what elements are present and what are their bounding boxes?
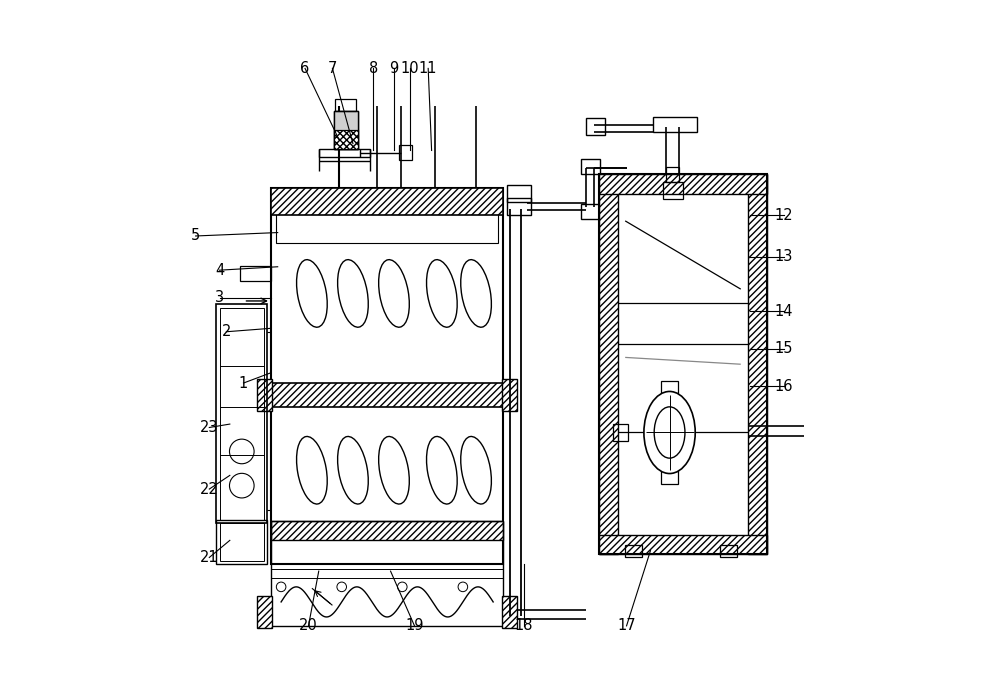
Bar [653, 117, 697, 132]
Bar [581, 204, 600, 219]
Bar [334, 111, 358, 149]
Bar [240, 267, 271, 282]
Bar [613, 424, 628, 440]
Bar [661, 381, 678, 395]
Text: 14: 14 [775, 304, 793, 319]
Ellipse shape [654, 407, 685, 458]
Text: 16: 16 [775, 379, 793, 394]
Bar [661, 470, 678, 484]
Ellipse shape [338, 260, 368, 327]
Bar [334, 111, 358, 149]
Bar [271, 383, 503, 408]
Bar [271, 188, 503, 564]
Bar [271, 188, 503, 215]
Bar [271, 521, 503, 540]
Text: 18: 18 [515, 618, 533, 633]
Text: 4: 4 [215, 263, 224, 278]
Text: 8: 8 [369, 61, 378, 76]
Text: 13: 13 [775, 249, 793, 264]
Text: 7: 7 [328, 61, 337, 76]
Text: 9: 9 [389, 61, 399, 76]
Text: 12: 12 [775, 208, 793, 223]
Bar [335, 99, 356, 111]
Bar [399, 145, 412, 160]
Ellipse shape [297, 260, 327, 327]
Text: 3: 3 [215, 290, 224, 305]
Bar [334, 131, 358, 149]
Text: 2: 2 [222, 324, 231, 339]
Bar [502, 596, 517, 628]
Bar [720, 545, 737, 557]
Text: 5: 5 [191, 228, 200, 244]
Ellipse shape [297, 436, 327, 504]
Ellipse shape [427, 436, 457, 504]
Ellipse shape [338, 436, 368, 504]
Text: 11: 11 [419, 61, 437, 76]
Bar [599, 535, 767, 554]
Bar [220, 523, 264, 561]
Bar [599, 174, 767, 194]
Bar [216, 520, 267, 564]
Bar [257, 596, 272, 628]
Bar [502, 379, 517, 410]
Bar [216, 304, 267, 523]
Text: 19: 19 [405, 618, 424, 633]
Text: 17: 17 [617, 618, 636, 633]
Text: 22: 22 [200, 482, 219, 497]
Text: 1: 1 [239, 376, 248, 391]
Ellipse shape [461, 260, 491, 327]
Bar [586, 118, 605, 135]
Bar [663, 182, 683, 199]
Ellipse shape [427, 260, 457, 327]
Text: 15: 15 [775, 341, 793, 356]
Bar [257, 379, 272, 410]
Ellipse shape [644, 391, 695, 473]
Bar [334, 131, 358, 149]
Bar [599, 174, 618, 554]
Ellipse shape [379, 436, 409, 504]
Bar [271, 521, 503, 626]
Text: 21: 21 [200, 550, 219, 565]
Text: 10: 10 [400, 61, 419, 76]
Text: 6: 6 [300, 61, 310, 76]
Bar [625, 545, 642, 557]
Ellipse shape [461, 436, 491, 504]
Bar [581, 159, 600, 174]
Bar [507, 185, 531, 202]
Bar [599, 174, 767, 554]
Ellipse shape [379, 260, 409, 327]
Bar [507, 198, 531, 215]
Bar [748, 174, 767, 554]
Text: 23: 23 [200, 420, 219, 435]
Bar [220, 308, 264, 520]
Text: 20: 20 [299, 618, 318, 633]
Bar [666, 167, 679, 182]
Bar [276, 194, 498, 243]
Bar [319, 149, 370, 157]
